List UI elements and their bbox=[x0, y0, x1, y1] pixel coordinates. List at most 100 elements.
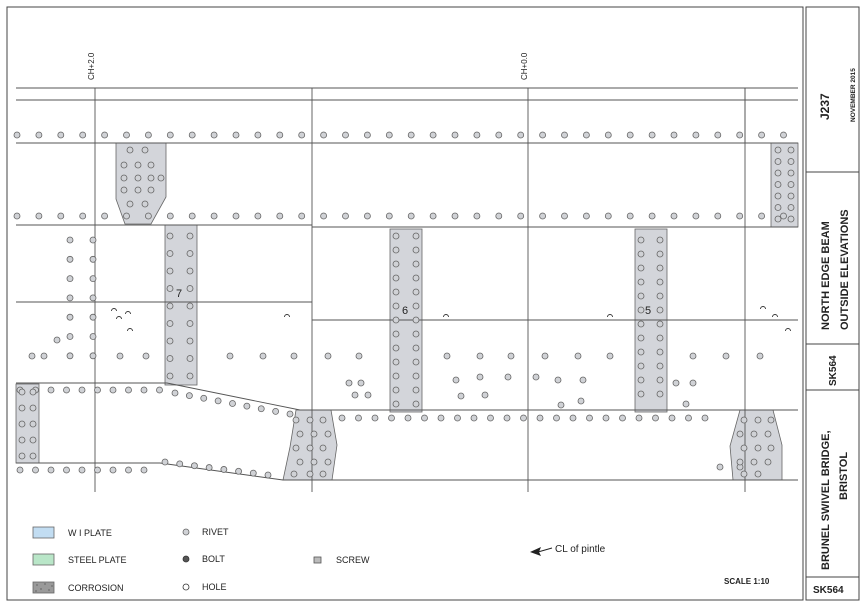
rivet bbox=[141, 146, 149, 154]
rivet bbox=[66, 255, 74, 263]
rivet bbox=[473, 212, 481, 220]
rivet bbox=[583, 131, 590, 139]
rivet bbox=[166, 372, 174, 380]
rivet bbox=[602, 414, 610, 422]
rivet bbox=[740, 444, 748, 452]
rivet bbox=[57, 212, 65, 220]
rivet bbox=[774, 158, 782, 165]
rivet bbox=[306, 470, 314, 478]
rivet bbox=[407, 131, 415, 139]
rivet bbox=[205, 464, 213, 471]
rivet bbox=[126, 200, 134, 208]
rivet bbox=[604, 131, 612, 139]
rivet bbox=[310, 458, 318, 466]
rivet bbox=[541, 352, 549, 360]
rivet bbox=[134, 161, 142, 169]
rivet bbox=[345, 379, 353, 387]
rivet bbox=[586, 414, 593, 422]
rivet bbox=[637, 348, 645, 356]
rivet bbox=[166, 285, 174, 292]
rivet bbox=[298, 131, 306, 139]
rivet bbox=[758, 212, 765, 220]
beam-elevation: CH+2.0 CH+0.0 7 6 5 bbox=[13, 52, 799, 492]
rivet bbox=[89, 333, 97, 340]
rivet bbox=[310, 430, 318, 438]
chainage-label: CH+2.0 bbox=[87, 52, 96, 80]
rivet bbox=[656, 292, 664, 300]
hole bbox=[116, 316, 122, 320]
rivet bbox=[89, 275, 97, 283]
rivet bbox=[637, 236, 645, 244]
rivet bbox=[758, 131, 765, 139]
rivet bbox=[232, 131, 240, 139]
rivet bbox=[392, 302, 400, 310]
rivet bbox=[656, 334, 664, 342]
vertical-lines bbox=[94, 88, 746, 492]
rivet bbox=[144, 212, 152, 220]
sheet-ref-bottom: SK564 bbox=[813, 585, 844, 596]
rivet bbox=[656, 250, 664, 258]
rivet bbox=[385, 212, 393, 220]
rivet bbox=[186, 285, 194, 292]
rivet bbox=[188, 212, 196, 220]
rivet bbox=[140, 386, 148, 394]
rivet bbox=[701, 414, 709, 422]
rivet bbox=[722, 352, 730, 360]
rivet bbox=[32, 466, 39, 474]
rivet bbox=[388, 414, 395, 422]
title-block-border bbox=[805, 6, 860, 601]
rivet bbox=[689, 379, 697, 387]
rivet bbox=[392, 372, 400, 380]
scale-label: SCALE 1:10 bbox=[724, 577, 770, 586]
rivet bbox=[626, 131, 634, 139]
rivet bbox=[429, 212, 437, 220]
rivet bbox=[754, 416, 762, 424]
rivet bbox=[473, 131, 481, 139]
legend-wi-plate: W I PLATE bbox=[68, 528, 112, 538]
rivet bbox=[319, 416, 327, 424]
rivet bbox=[298, 212, 306, 220]
rivet bbox=[392, 344, 400, 352]
rivet bbox=[214, 397, 222, 405]
rivet bbox=[166, 212, 174, 220]
rivet bbox=[109, 386, 117, 394]
rivet bbox=[296, 430, 304, 438]
rivet bbox=[166, 267, 174, 275]
rivet bbox=[685, 414, 692, 422]
rivet bbox=[16, 466, 24, 474]
rivet bbox=[123, 131, 130, 139]
rivet bbox=[736, 458, 744, 466]
rivet bbox=[79, 212, 87, 220]
rivet bbox=[774, 169, 782, 177]
rivet bbox=[166, 232, 174, 240]
rivet bbox=[166, 355, 174, 362]
rivet bbox=[476, 352, 484, 360]
rivet bbox=[141, 200, 149, 208]
rivet bbox=[787, 158, 795, 165]
rivet bbox=[692, 131, 700, 139]
rivet bbox=[66, 333, 74, 340]
rivet bbox=[637, 264, 645, 272]
rivet bbox=[412, 330, 420, 338]
rivet bbox=[63, 386, 70, 394]
rivet bbox=[787, 215, 795, 223]
rivet bbox=[142, 352, 150, 360]
rivet bbox=[392, 400, 400, 408]
rivet bbox=[29, 452, 37, 460]
rivet bbox=[656, 306, 664, 314]
rivet bbox=[94, 466, 101, 474]
rivet bbox=[787, 146, 795, 154]
rivet bbox=[306, 416, 314, 424]
rivet bbox=[254, 131, 262, 139]
rivet bbox=[18, 404, 26, 412]
rivet bbox=[319, 444, 327, 452]
bridge-line-1: BRUNEL SWIVEL BRIDGE, bbox=[820, 430, 832, 570]
hole bbox=[127, 328, 133, 332]
rivet bbox=[670, 212, 678, 220]
rivets bbox=[13, 131, 795, 479]
rivet bbox=[191, 462, 198, 470]
rivet bbox=[147, 174, 155, 182]
rivet bbox=[126, 146, 134, 154]
rivet bbox=[392, 316, 400, 324]
rivet bbox=[668, 414, 676, 422]
